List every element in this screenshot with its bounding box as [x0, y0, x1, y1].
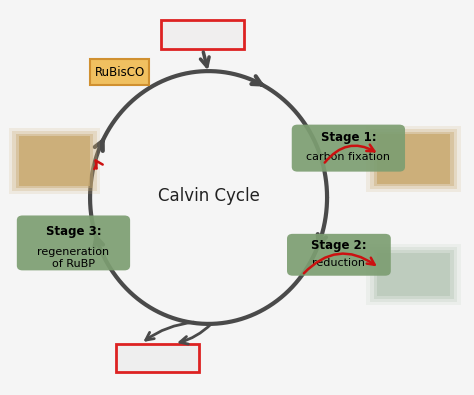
Text: RuBisCO: RuBisCO — [94, 66, 145, 79]
FancyBboxPatch shape — [12, 131, 97, 191]
FancyBboxPatch shape — [366, 126, 461, 192]
FancyBboxPatch shape — [161, 20, 244, 49]
FancyBboxPatch shape — [374, 132, 454, 186]
FancyBboxPatch shape — [370, 247, 457, 302]
FancyBboxPatch shape — [292, 125, 405, 171]
Text: Stage 2:: Stage 2: — [311, 239, 367, 252]
FancyBboxPatch shape — [366, 244, 461, 305]
FancyBboxPatch shape — [377, 134, 450, 184]
FancyBboxPatch shape — [374, 250, 454, 299]
FancyBboxPatch shape — [377, 253, 450, 296]
Text: reduction: reduction — [312, 258, 365, 268]
Text: Stage 3:: Stage 3: — [46, 226, 101, 238]
FancyBboxPatch shape — [16, 134, 93, 188]
FancyBboxPatch shape — [287, 234, 391, 276]
Text: carbon fixation: carbon fixation — [306, 152, 391, 162]
FancyBboxPatch shape — [370, 129, 457, 189]
FancyBboxPatch shape — [17, 216, 130, 270]
FancyBboxPatch shape — [90, 59, 149, 85]
Text: Calvin Cycle: Calvin Cycle — [158, 186, 259, 205]
Text: Stage 1:: Stage 1: — [320, 132, 376, 145]
FancyBboxPatch shape — [9, 128, 100, 194]
Text: regeneration
of RuBP: regeneration of RuBP — [37, 247, 109, 269]
FancyBboxPatch shape — [116, 344, 199, 372]
FancyBboxPatch shape — [19, 136, 90, 186]
